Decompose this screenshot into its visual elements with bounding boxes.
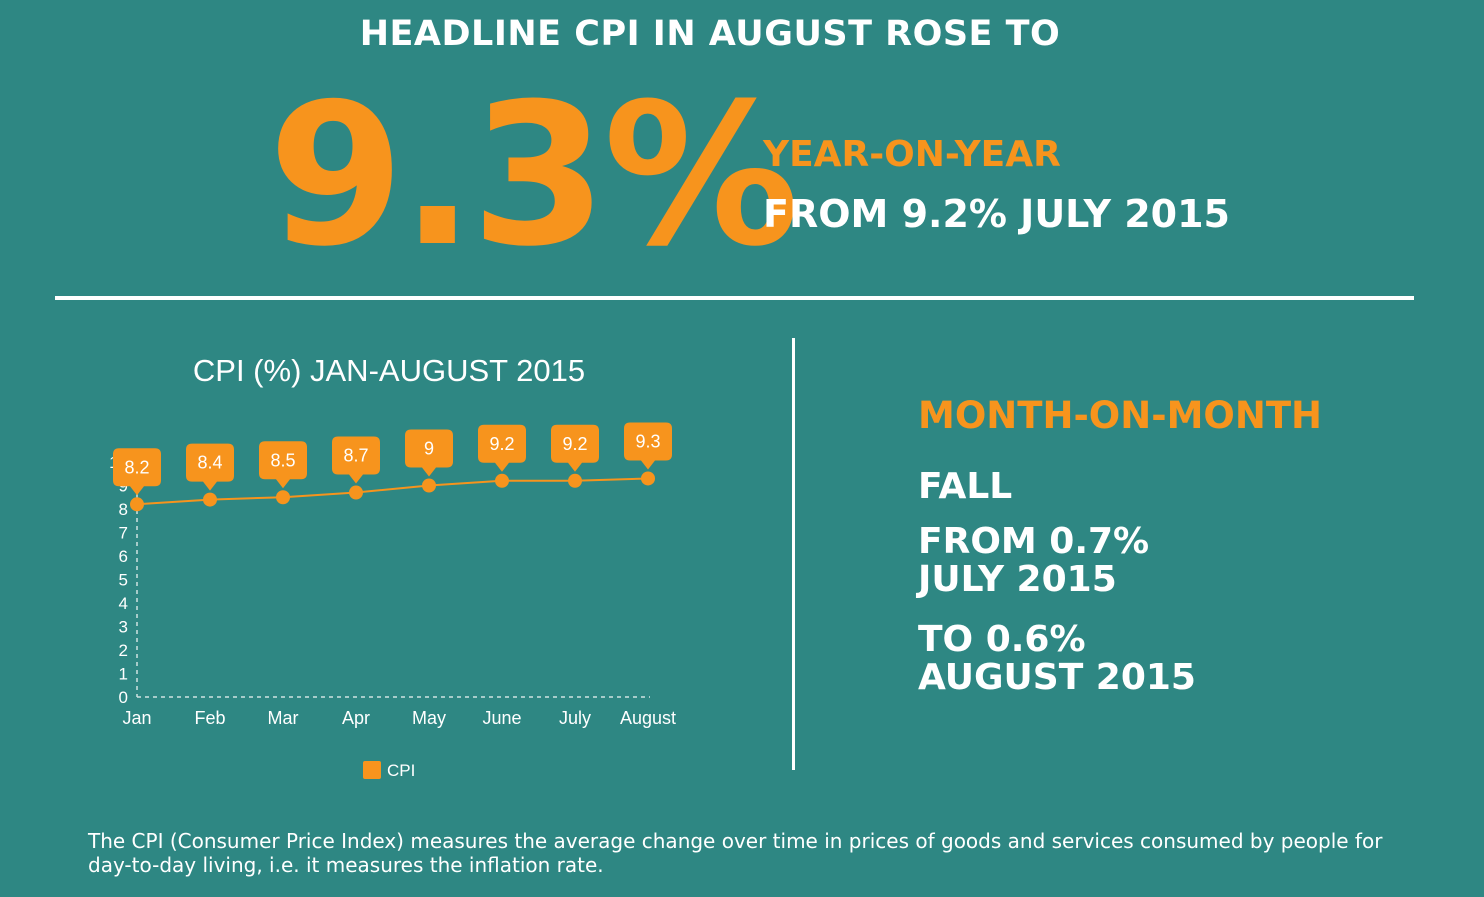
- y-tick-label: 3: [119, 618, 128, 637]
- cpi-data-point: [495, 473, 509, 488]
- y-tick-label: 6: [119, 547, 128, 566]
- to-period: AUGUST 2015: [918, 657, 1196, 698]
- cpi-data-point: [422, 478, 436, 493]
- series-cpi: [130, 471, 655, 512]
- cpi-series-line: [136, 477, 649, 506]
- y-tick-label: 2: [119, 641, 128, 660]
- headline: HEADLINE CPI IN AUGUST ROSE TO: [359, 14, 1061, 54]
- horizontal-divider: [55, 296, 1414, 300]
- to-value: TO 0.6%: [918, 619, 1086, 660]
- x-tick-label: Jan: [122, 708, 151, 728]
- data-label-callout: [186, 443, 234, 491]
- y-tick-label: 4: [119, 594, 128, 613]
- data-label: 9.2: [562, 434, 587, 454]
- data-label: 9: [424, 439, 434, 459]
- legend: CPI: [363, 761, 415, 780]
- year-on-year-from: FROM 9.2% JULY 2015: [763, 192, 1230, 236]
- month-on-month-from: FROM 0.7% JULY 2015: [918, 523, 1149, 599]
- x-tick-label: Feb: [194, 708, 225, 728]
- data-label: 8.7: [343, 446, 368, 466]
- data-label-callout: [332, 436, 380, 484]
- headline-cpi-value: 9.3%: [268, 62, 800, 290]
- data-label-callout: [259, 441, 307, 489]
- month-on-month-direction: FALL: [918, 466, 1013, 507]
- x-tick-label: Apr: [342, 708, 370, 728]
- data-label: 9.3: [635, 431, 660, 451]
- cpi-line-chart: 012345678910 JanFebMarAprMayJuneJulyAugu…: [109, 422, 676, 780]
- y-tick-label: 0: [119, 688, 128, 707]
- x-axis: Jan Feb Mar Apr May June July August: [122, 696, 676, 728]
- year-on-year-label: YEAR-ON-YEAR: [763, 134, 1061, 175]
- cpi-data-point: [568, 473, 582, 488]
- data-label: 8.4: [197, 453, 222, 473]
- y-tick-label: 5: [119, 571, 128, 590]
- data-label-callout: [405, 429, 453, 477]
- footnote-line-1: The CPI (Consumer Price Index) measures …: [88, 829, 1383, 853]
- y-tick-label: 1: [119, 665, 128, 684]
- data-label: 8.5: [270, 450, 295, 470]
- from-value: FROM 0.7%: [918, 521, 1150, 562]
- cpi-data-point: [203, 492, 217, 507]
- y-tick-label: 7: [119, 524, 128, 543]
- legend-label: CPI: [387, 761, 415, 780]
- chart-title: CPI (%) JAN-AUGUST 2015: [192, 353, 586, 388]
- cpi-data-point: [130, 497, 144, 512]
- legend-swatch: [363, 761, 381, 779]
- vertical-divider: [792, 338, 795, 770]
- data-label: 9.2: [489, 434, 514, 454]
- month-on-month-label: MONTH-ON-MONTH: [918, 394, 1323, 437]
- from-period: JULY 2015: [918, 559, 1117, 600]
- x-tick-label: June: [482, 708, 521, 728]
- cpi-definition-footnote: The CPI (Consumer Price Index) measures …: [88, 829, 1448, 877]
- x-tick-label: Mar: [268, 708, 299, 728]
- x-tick-label: May: [412, 708, 446, 728]
- cpi-data-point: [276, 490, 290, 505]
- x-tick-label: July: [559, 708, 591, 728]
- y-axis: 012345678910: [109, 453, 138, 707]
- data-label-callout: [551, 424, 599, 472]
- cpi-data-point: [349, 485, 363, 500]
- data-label-callout: [478, 424, 526, 472]
- data-label: 8.2: [124, 457, 149, 477]
- cpi-data-point: [641, 471, 655, 486]
- data-label-callout: [113, 448, 161, 496]
- data-labels: 8.2 8.4 8.5 8.7 9 9.2 9.2 9.3: [113, 422, 672, 496]
- month-on-month-to: TO 0.6% AUGUST 2015: [918, 621, 1196, 697]
- y-tick-label: 8: [119, 500, 128, 519]
- data-label-callout: [624, 422, 672, 470]
- x-tick-label: August: [620, 708, 676, 728]
- footnote-line-2: day-to-day living, i.e. it measures the …: [88, 853, 604, 877]
